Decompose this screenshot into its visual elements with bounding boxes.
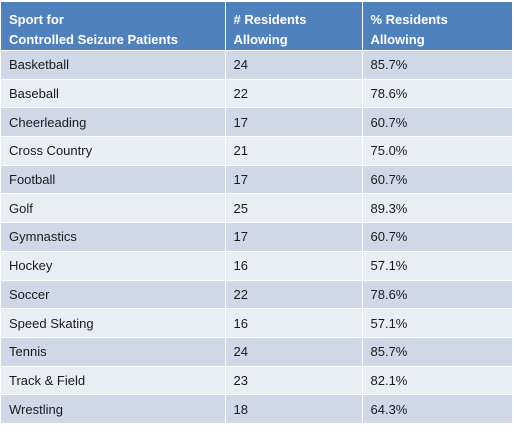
- table-row: Soccer 22 78.6%: [1, 279, 512, 309]
- percent-cell: 57.1%: [362, 250, 512, 280]
- sport-cell: Track & Field: [1, 365, 226, 395]
- sport-cell: Tennis: [1, 336, 226, 367]
- table-row: Basketball 24 85.7%: [1, 50, 512, 80]
- header-row: Sport for Controlled Seizure Patients # …: [1, 2, 512, 51]
- table-row: Speed Skating 16 57.1%: [1, 308, 512, 338]
- header-percent-line1: % Residents: [370, 12, 448, 27]
- percent-cell: 75.0%: [362, 136, 512, 166]
- header-sport-line1: Sport for: [9, 12, 64, 27]
- header-count-line2: Allowing: [233, 32, 288, 47]
- header-sport: Sport for Controlled Seizure Patients: [1, 2, 226, 51]
- table-row: Cheerleading 17 60.7%: [1, 107, 512, 137]
- sport-cell: Golf: [1, 193, 226, 223]
- table-row: Track & Field 23 82.1%: [1, 365, 512, 395]
- header-residents-count: # Residents Allowing: [225, 2, 363, 51]
- percent-cell: 85.7%: [362, 336, 512, 367]
- table-row: Football 17 60.7%: [1, 164, 512, 194]
- percent-cell: 78.6%: [362, 279, 512, 309]
- sports-table: Sport for Controlled Seizure Patients # …: [1, 2, 512, 424]
- count-cell: 23: [225, 365, 363, 395]
- table-row: Golf 25 89.3%: [1, 193, 512, 223]
- count-cell: 17: [225, 164, 363, 194]
- count-cell: 18: [225, 394, 363, 424]
- count-cell: 25: [225, 193, 363, 223]
- sport-cell: Wrestling: [1, 394, 226, 424]
- table-row: Hockey 16 57.1%: [1, 250, 512, 280]
- sport-cell: Hockey: [1, 250, 226, 280]
- sport-cell: Gymnastics: [1, 222, 226, 252]
- count-cell: 17: [225, 222, 363, 252]
- percent-cell: 60.7%: [362, 164, 512, 194]
- sport-cell: Speed Skating: [1, 308, 226, 338]
- header-percent-line2: Allowing: [370, 32, 425, 47]
- header-residents-percent: % Residents Allowing: [362, 2, 512, 51]
- percent-cell: 57.1%: [362, 308, 512, 338]
- count-cell: 24: [225, 336, 363, 367]
- count-cell: 17: [225, 107, 363, 137]
- count-cell: 22: [225, 279, 363, 309]
- header-count-line1: # Residents: [233, 12, 307, 27]
- percent-cell: 78.6%: [362, 78, 512, 108]
- table-row: Baseball 22 78.6%: [1, 78, 512, 108]
- table-header: Sport for Controlled Seizure Patients # …: [1, 2, 512, 51]
- table-row: Cross Country 21 75.0%: [1, 136, 512, 166]
- percent-cell: 64.3%: [362, 394, 512, 424]
- count-cell: 16: [225, 308, 363, 338]
- sport-cell: Football: [1, 164, 226, 194]
- count-cell: 21: [225, 136, 363, 166]
- percent-cell: 60.7%: [362, 107, 512, 137]
- table-body: Basketball 24 85.7% Baseball 22 78.6% Cheerlea…: [1, 50, 512, 424]
- sport-cell: Cross Country: [1, 136, 226, 166]
- count-cell: 24: [225, 50, 363, 80]
- sport-cell: Basketball: [1, 50, 226, 80]
- table-row: Gymnastics 17 60.7%: [1, 222, 512, 252]
- sport-cell: Soccer: [1, 279, 226, 309]
- count-cell: 16: [225, 250, 363, 280]
- table-row: Tennis 24 85.7%: [1, 336, 512, 367]
- table-row: Wrestling 18 64.3%: [1, 394, 512, 424]
- percent-cell: 89.3%: [362, 193, 512, 223]
- sport-cell: Baseball: [1, 78, 226, 108]
- percent-cell: 60.7%: [362, 222, 512, 252]
- percent-cell: 82.1%: [362, 365, 512, 395]
- count-cell: 22: [225, 78, 363, 108]
- header-sport-line2: Controlled Seizure Patients: [9, 32, 179, 47]
- sport-cell: Cheerleading: [1, 107, 226, 137]
- percent-cell: 85.7%: [362, 50, 512, 80]
